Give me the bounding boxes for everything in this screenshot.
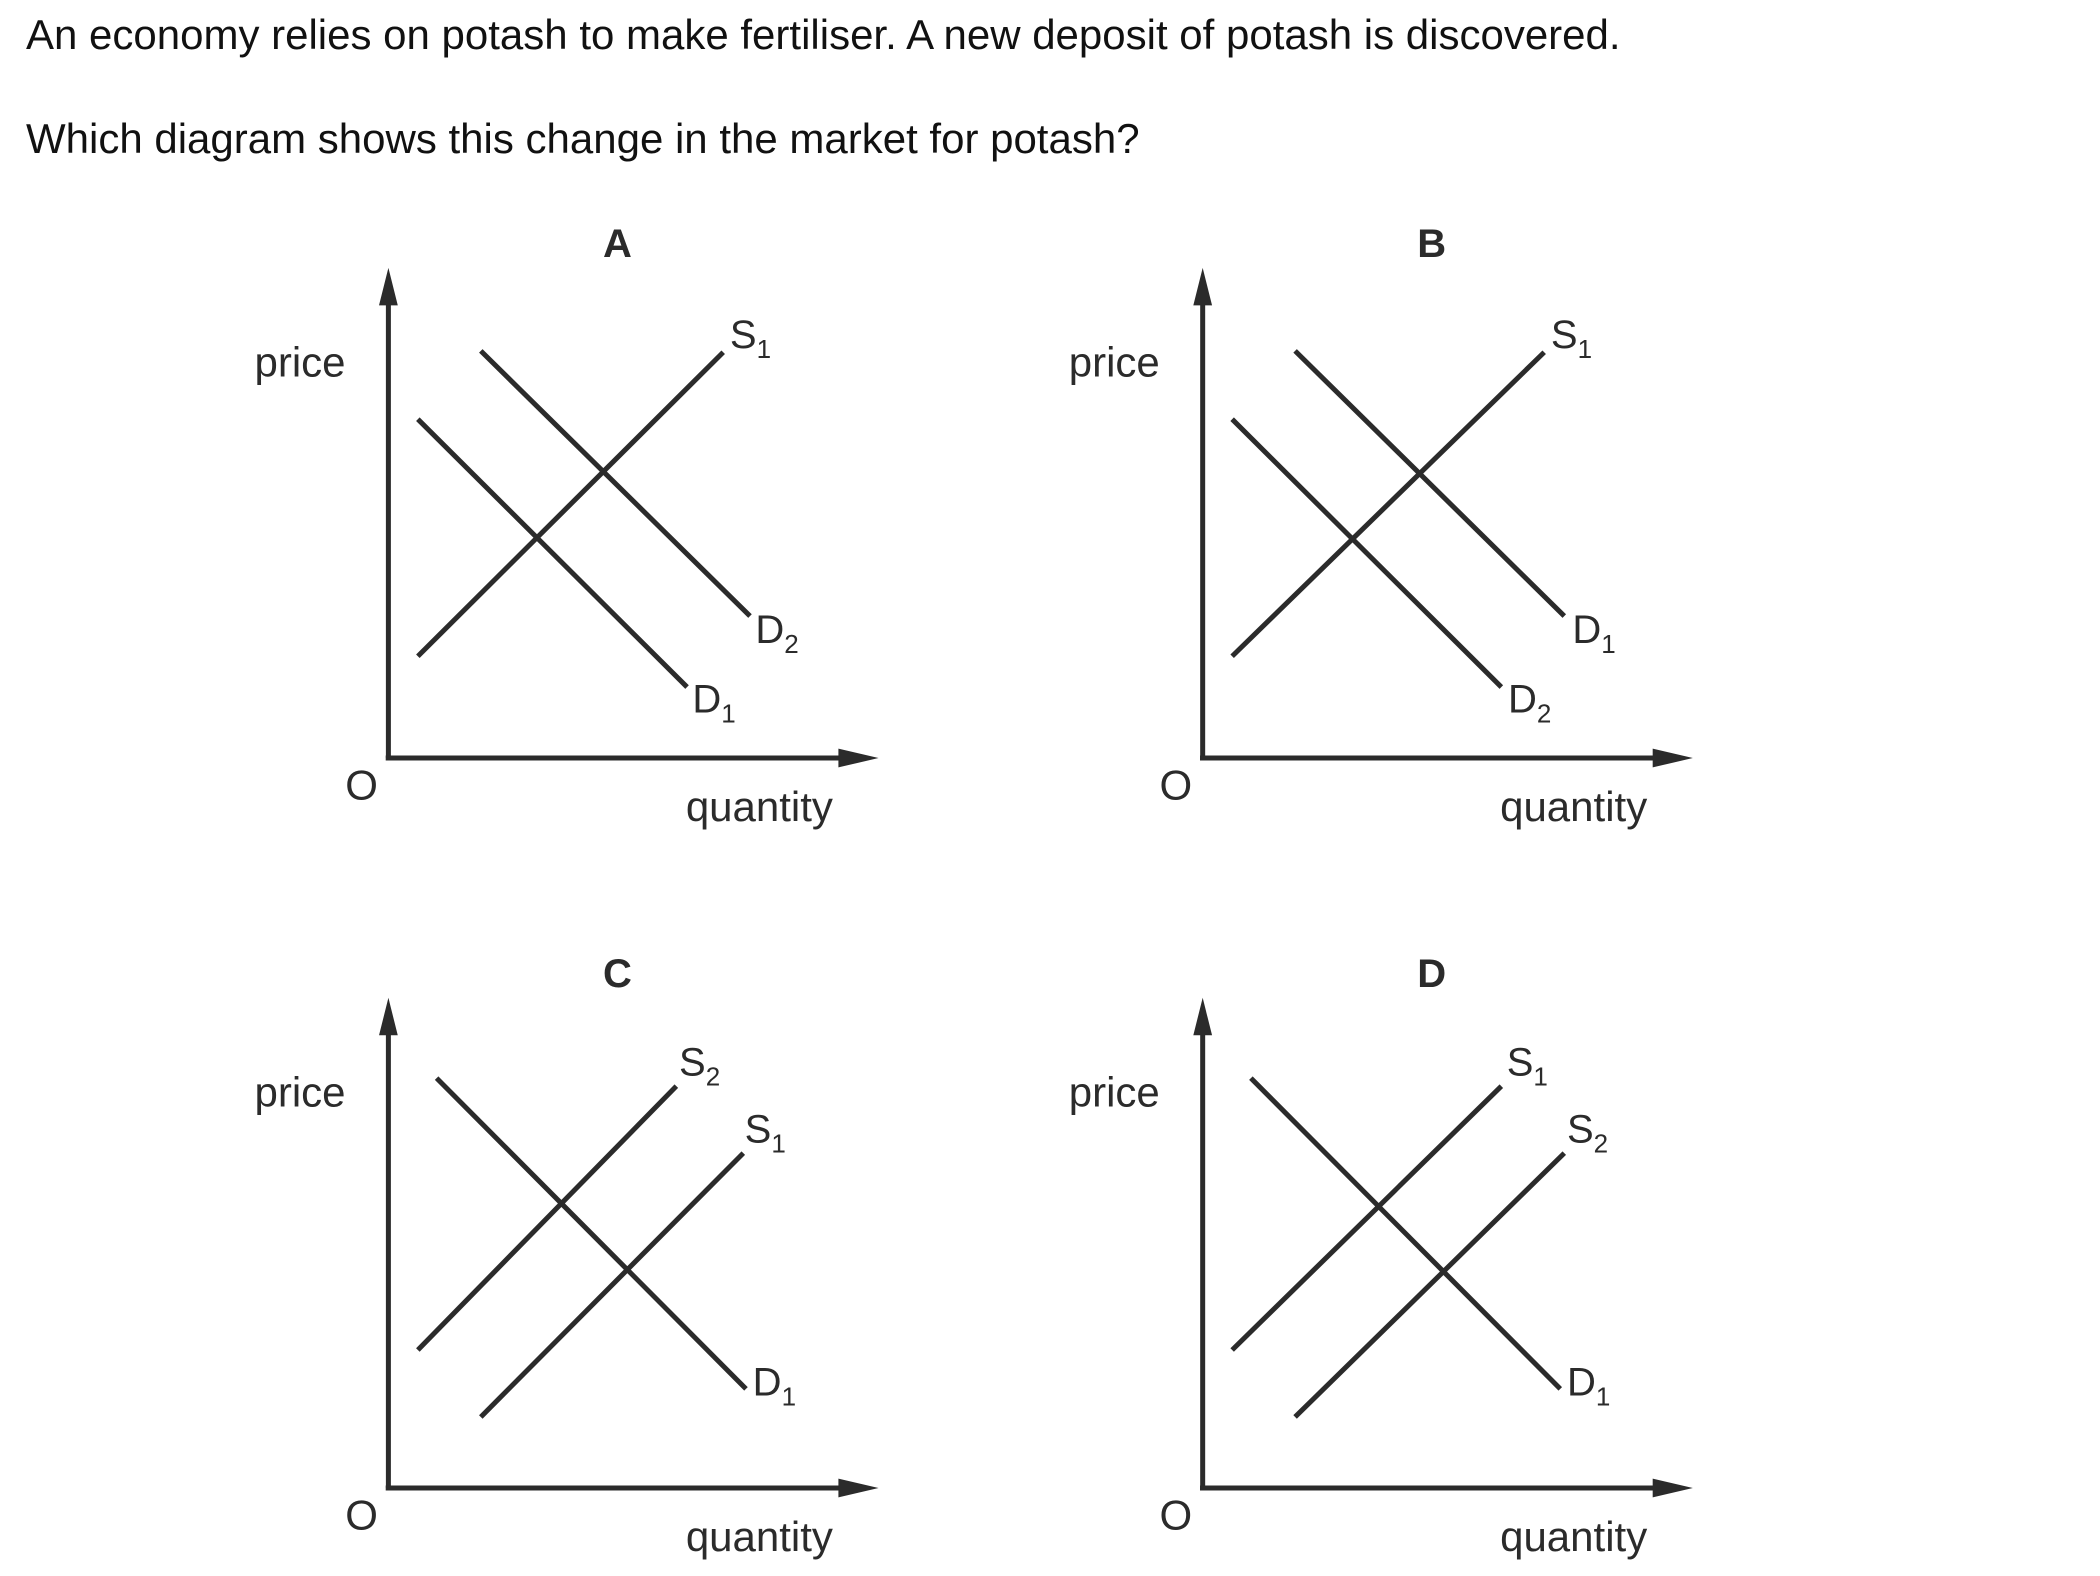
demand-curve-d1 bbox=[1249, 1076, 1563, 1391]
supply-curve-s2-subscript: 2 bbox=[1594, 1128, 1608, 1158]
supply-curve-s1 bbox=[416, 350, 725, 659]
diagram-root: ApricequantityOS1D1D2BpricequantityOS1D1… bbox=[254, 222, 1693, 1560]
origin-label: O bbox=[1160, 1491, 1193, 1538]
diagram-letter: D bbox=[1417, 952, 1446, 996]
supply-curve-s1 bbox=[1230, 1084, 1504, 1352]
demand-curve-d1 bbox=[434, 1076, 748, 1391]
y-axis-label: price bbox=[254, 338, 345, 385]
origin-label: O bbox=[345, 1491, 378, 1538]
y-axis-arrow-icon bbox=[1193, 997, 1213, 1036]
supply-curve-s2-label: S2 bbox=[679, 1040, 720, 1091]
demand-curve-d1-label: D1 bbox=[753, 1361, 796, 1412]
demand-curve-d1 bbox=[416, 417, 689, 689]
diagram-letter: C bbox=[603, 952, 632, 996]
x-axis-arrow-icon bbox=[1652, 748, 1693, 768]
demand-curve-d1-label: D1 bbox=[1567, 1361, 1610, 1412]
supply-curve-s2 bbox=[1293, 1151, 1567, 1419]
supply-curve-s1-subscript: 1 bbox=[1533, 1061, 1547, 1091]
demand-curve-d1-subscript: 1 bbox=[1596, 1382, 1610, 1412]
y-axis-label: price bbox=[254, 1068, 345, 1115]
demand-curve-d1-subscript: 1 bbox=[1601, 629, 1615, 659]
question-line-1: An economy relies on potash to make fert… bbox=[26, 11, 1621, 58]
supply-curve-s1-subscript: 1 bbox=[757, 334, 771, 364]
x-axis-arrow-icon bbox=[838, 748, 879, 768]
demand-curve-d2-subscript: 2 bbox=[1537, 699, 1551, 729]
demand-curve-d2 bbox=[479, 349, 752, 618]
x-axis-label: quantity bbox=[686, 783, 833, 830]
question-line-2: Which diagram shows this change in the m… bbox=[26, 115, 1140, 162]
supply-curve-s1-label: S1 bbox=[1551, 313, 1592, 364]
demand-curve-d1-subscript: 1 bbox=[782, 1382, 796, 1412]
supply-curve-s2-subscript: 2 bbox=[706, 1061, 720, 1091]
supply-curve-s1-subscript: 1 bbox=[771, 1128, 785, 1158]
supply-curve-s2-label: S2 bbox=[1567, 1107, 1608, 1158]
demand-curve-d1-label: D1 bbox=[692, 678, 735, 729]
y-axis-label: price bbox=[1069, 338, 1160, 385]
y-axis-arrow-icon bbox=[379, 997, 398, 1036]
origin-label: O bbox=[1160, 762, 1193, 809]
supply-curve-s1-subscript: 1 bbox=[1578, 334, 1592, 364]
supply-curve-s1-label: S1 bbox=[745, 1107, 786, 1158]
demand-curve-d2-subscript: 2 bbox=[784, 629, 798, 659]
y-axis-arrow-icon bbox=[379, 267, 398, 306]
x-axis-label: quantity bbox=[1500, 783, 1647, 830]
supply-curve-s2 bbox=[416, 1084, 679, 1352]
supply-curve-s1-label: S1 bbox=[730, 313, 771, 364]
y-axis-label: price bbox=[1069, 1068, 1160, 1115]
diagram-letter: B bbox=[1417, 222, 1446, 266]
supply-curve-s1 bbox=[1230, 350, 1546, 659]
demand-curve-d1 bbox=[1293, 349, 1567, 618]
diagram-letter: A bbox=[603, 222, 632, 266]
supply-curve-s1 bbox=[479, 1151, 746, 1419]
x-axis-arrow-icon bbox=[838, 1478, 879, 1498]
demand-curve-d2-label: D2 bbox=[1508, 678, 1551, 729]
demand-curve-d2-label: D2 bbox=[755, 608, 798, 659]
demand-curve-d1-label: D1 bbox=[1572, 608, 1615, 659]
x-axis-label: quantity bbox=[1500, 1513, 1647, 1560]
demand-curve-d2 bbox=[1230, 417, 1504, 689]
demand-curve-d1-subscript: 1 bbox=[721, 699, 735, 729]
x-axis-arrow-icon bbox=[1652, 1478, 1693, 1498]
x-axis-label: quantity bbox=[686, 1513, 833, 1560]
supply-curve-s1-label: S1 bbox=[1507, 1040, 1548, 1091]
y-axis-arrow-icon bbox=[1193, 267, 1213, 306]
origin-label: O bbox=[345, 762, 378, 809]
